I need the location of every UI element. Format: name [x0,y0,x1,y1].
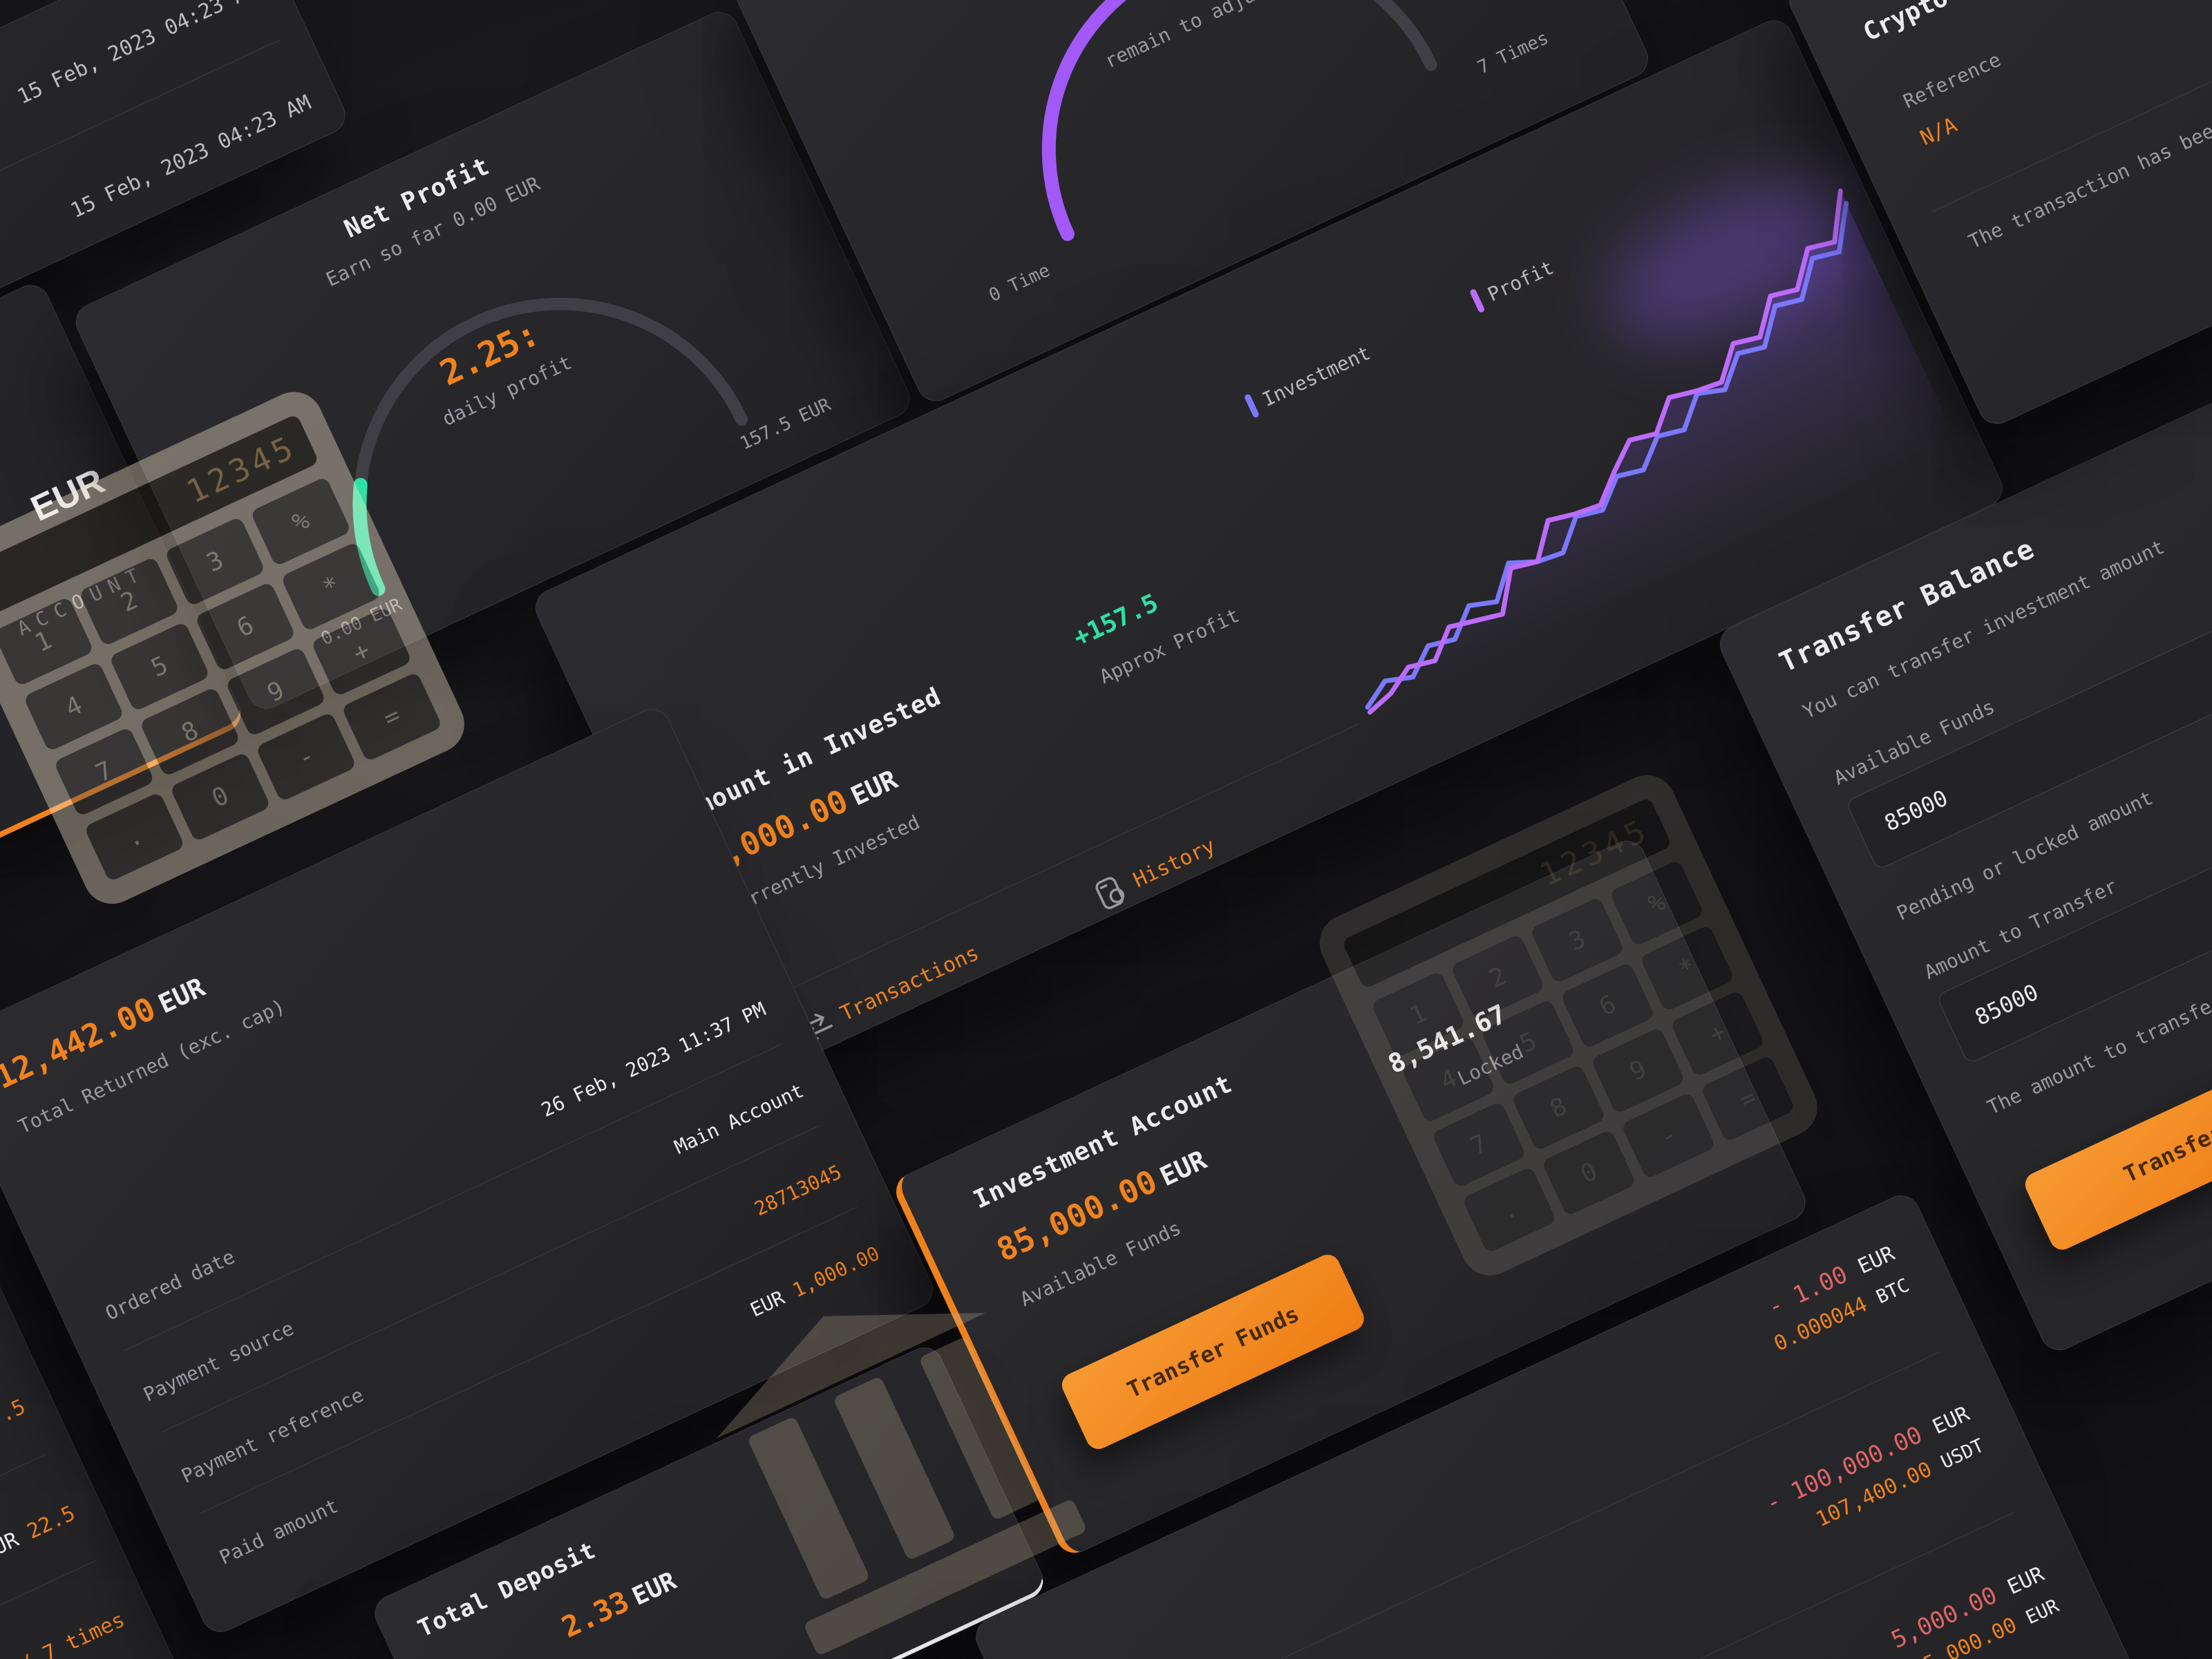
row-label: Paid amount [216,1494,342,1569]
rate-amount: 22.5 [23,1501,79,1544]
row-divider [123,1043,782,1352]
total-deposit-currency: EUR [627,1566,681,1612]
adjustments-gauge [1041,0,1438,241]
account-label: ACCOUNT [13,560,150,641]
adjustments-card: 7 remain to adjust 0 Time 7 Times [727,0,1654,408]
returned-currency: EUR [153,971,210,1020]
withdraw-divider [1932,0,2212,212]
rate-value: 157.5 [0,1394,30,1443]
transaction-row[interactable]: - 100,000.00 EUR 107,400.00 USDT [1761,1399,1987,1548]
withdraw-note: The transaction has been [1965,114,2212,254]
transfer-funds-button[interactable]: Transfer Funds [1057,1251,1368,1453]
investment-legend-marker [1243,393,1260,419]
reference-value: N/A [1916,113,1961,151]
paid-currency: EUR [746,1286,788,1322]
rate-value: 0 / 7 times [0,1607,129,1659]
transactions-label: Transactions [836,940,983,1026]
row-divider [161,1125,820,1433]
rate-value: EUR 22.5 [0,1501,79,1566]
transaction-row[interactable]: - 1.00 EUR 0.000044 BTC [1755,1239,1913,1356]
rate-currency: EUR [0,1527,23,1566]
history-icon [1095,877,1125,909]
available-amount-line: 85,000.00 EUR [991,1139,1212,1269]
row-divider [1150,1512,2015,1659]
row-label: Payment reference [178,1383,368,1488]
legend-profit: Profit [1469,254,1558,314]
row-value: EUR 1,000.00 [747,1242,883,1321]
history-label: History [1129,833,1219,893]
row-label: Payment source [140,1316,298,1407]
transactions-link[interactable]: Transactions [795,939,983,1046]
total-deposit-amount-line: 2.33 EUR [556,1562,681,1644]
available-currency: EUR [1155,1144,1211,1193]
transaction-row[interactable]: 5,000.00 EUR 5,000.00 EUR [1887,1560,2063,1659]
profit-legend-label: Profit [1484,255,1558,306]
crypto-wallet-subtitle: Crypto Wallet [1859,0,2048,47]
adjustments-arc [1041,0,1438,241]
account-currency: EUR [25,461,111,530]
profit-legend-marker [1469,288,1486,314]
timestamp-row: 15 Feb, 2023 04:23 AM [13,0,262,110]
paid-amount: 1,000.00 [788,1242,883,1302]
total-deposit-amount: 2.33 [556,1584,634,1644]
invested-card: Amount in Invested 1,000.00 EUR Currentl… [529,14,2009,1083]
history-link[interactable]: History [1090,829,1220,913]
row-value: Main Account [670,1079,808,1159]
reference-label: Reference [1900,48,2005,113]
invested-currency: EUR [846,764,902,812]
investment-profit-chart [1365,179,1959,718]
chart-block: Investment Profit [1181,46,1969,727]
timestamp-row: 15 Feb, 2023 04:23 AM [66,91,315,224]
row-label: Ordered date [102,1245,238,1325]
row-value: 28713045 [750,1160,845,1221]
